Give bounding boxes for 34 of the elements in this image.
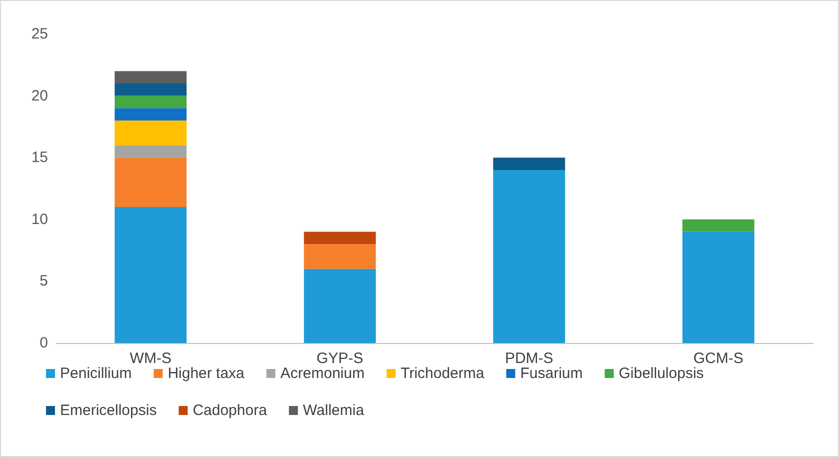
x-tick-label: GCM-S <box>693 350 744 367</box>
legend-label: Fusarium <box>520 365 583 382</box>
bar <box>493 170 566 343</box>
bar <box>682 219 754 232</box>
legend-label: Trichoderma <box>400 365 485 382</box>
legend-label: Acremonium <box>280 365 365 382</box>
bar <box>114 145 187 158</box>
y-tick-label: 10 <box>31 210 48 228</box>
bar <box>114 108 187 121</box>
y-tick-label: 20 <box>31 87 48 104</box>
legend-label: Gibellulopsis <box>618 365 704 382</box>
x-tick-label: PDM-S <box>504 350 554 367</box>
bar <box>114 96 187 108</box>
legend-label: Higher taxa <box>168 365 246 382</box>
bar <box>304 244 376 269</box>
bar <box>304 232 376 244</box>
bar <box>304 268 376 343</box>
legend-label: Wallemia <box>302 402 365 419</box>
bar <box>114 71 187 84</box>
legend-label: Cadophora <box>192 402 268 419</box>
bar <box>114 83 187 96</box>
x-tick-label: WM-S <box>130 350 172 367</box>
bar <box>114 120 187 146</box>
y-tick-label: 5 <box>40 272 48 290</box>
x-tick-label: GYP-S <box>316 350 364 367</box>
y-tick-label: 15 <box>31 149 48 166</box>
bar <box>493 158 566 170</box>
y-tick-label: 25 <box>31 26 48 42</box>
bar <box>114 207 187 343</box>
legend-label: Penicillium <box>60 365 132 382</box>
bar <box>114 158 187 208</box>
legend-label: Emericellopsis <box>60 402 157 419</box>
y-tick-label: 0 <box>40 334 48 352</box>
bar <box>682 232 754 343</box>
